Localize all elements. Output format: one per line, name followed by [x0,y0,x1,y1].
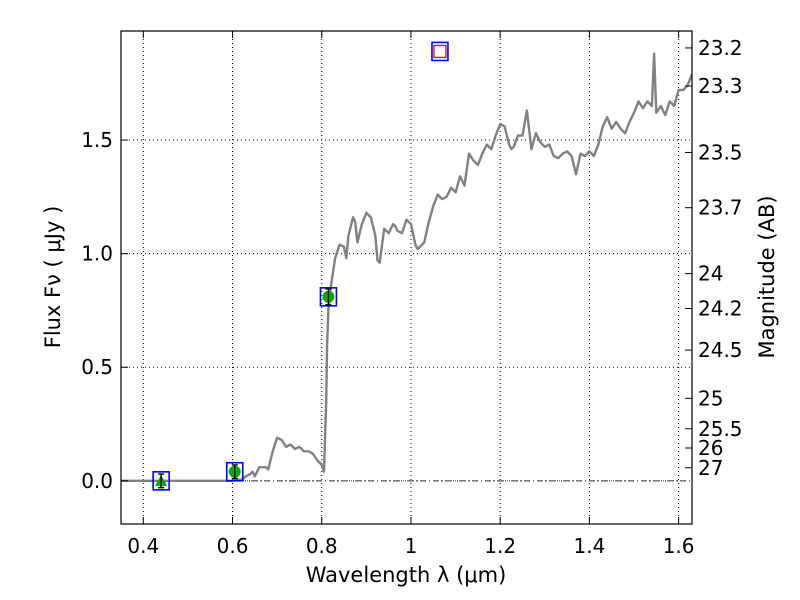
magnitude-tick-label: 26 [698,436,723,460]
magnitude-tick-label: 25.5 [698,417,743,441]
plot-frame [120,30,693,525]
x-tick-label: 1.2 [484,534,516,558]
y-tick-label: 1.5 [81,128,113,152]
point-box [225,461,244,482]
magnitude-tick-label: 25 [698,386,723,410]
point-box [431,41,449,62]
upper-limit-marker [431,41,449,62]
x-tick-label: 1.4 [573,534,605,558]
magnitude-tick-label: 23.7 [698,196,743,220]
magnitude-tick-label: 23.3 [698,74,743,98]
y-axis-right-label: Magnitude (AB) [755,195,779,358]
y-tick-label: 1.0 [81,242,113,266]
x-tick-label: 0.6 [217,534,249,558]
grid [121,31,692,524]
y-tick-label: 0.0 [81,469,113,493]
points-layer [152,41,449,491]
tick-labels: 0.4 0.6 0.8 1 1.2 1.4 1.6 0.0 0.5 1.0 1.5 23.2 23.3 2… [81,36,742,558]
magnitude-tick-label: 23.2 [698,36,743,60]
magnitude-tick-label: 27 [698,456,723,480]
y-tick-label: 0.5 [81,355,113,379]
ticks-layer [121,31,692,524]
magnitude-tick-label: 23.5 [698,140,743,164]
point-box [319,287,338,307]
y-axis-label: Flux Fν ( μJy ) [41,206,65,349]
spectrum-line [121,52,694,482]
point-box [152,471,170,491]
x-tick-label: 1 [405,534,418,558]
magnitude-tick-label: 24.2 [698,296,743,320]
x-tick-label: 0.8 [306,534,338,558]
x-tick-label: 1.6 [663,534,695,558]
magnitude-tick-label: 24 [698,262,723,286]
detection-1-marker [152,471,170,491]
detection-3-marker [319,287,338,307]
point-open-square [433,44,447,59]
x-tick-label: 0.4 [127,534,159,558]
x-axis-label: Wavelength λ (μm) [306,563,507,587]
magnitude-tick-label: 24.5 [698,338,743,362]
detection-2-marker [225,461,244,482]
series-layer [121,52,694,482]
